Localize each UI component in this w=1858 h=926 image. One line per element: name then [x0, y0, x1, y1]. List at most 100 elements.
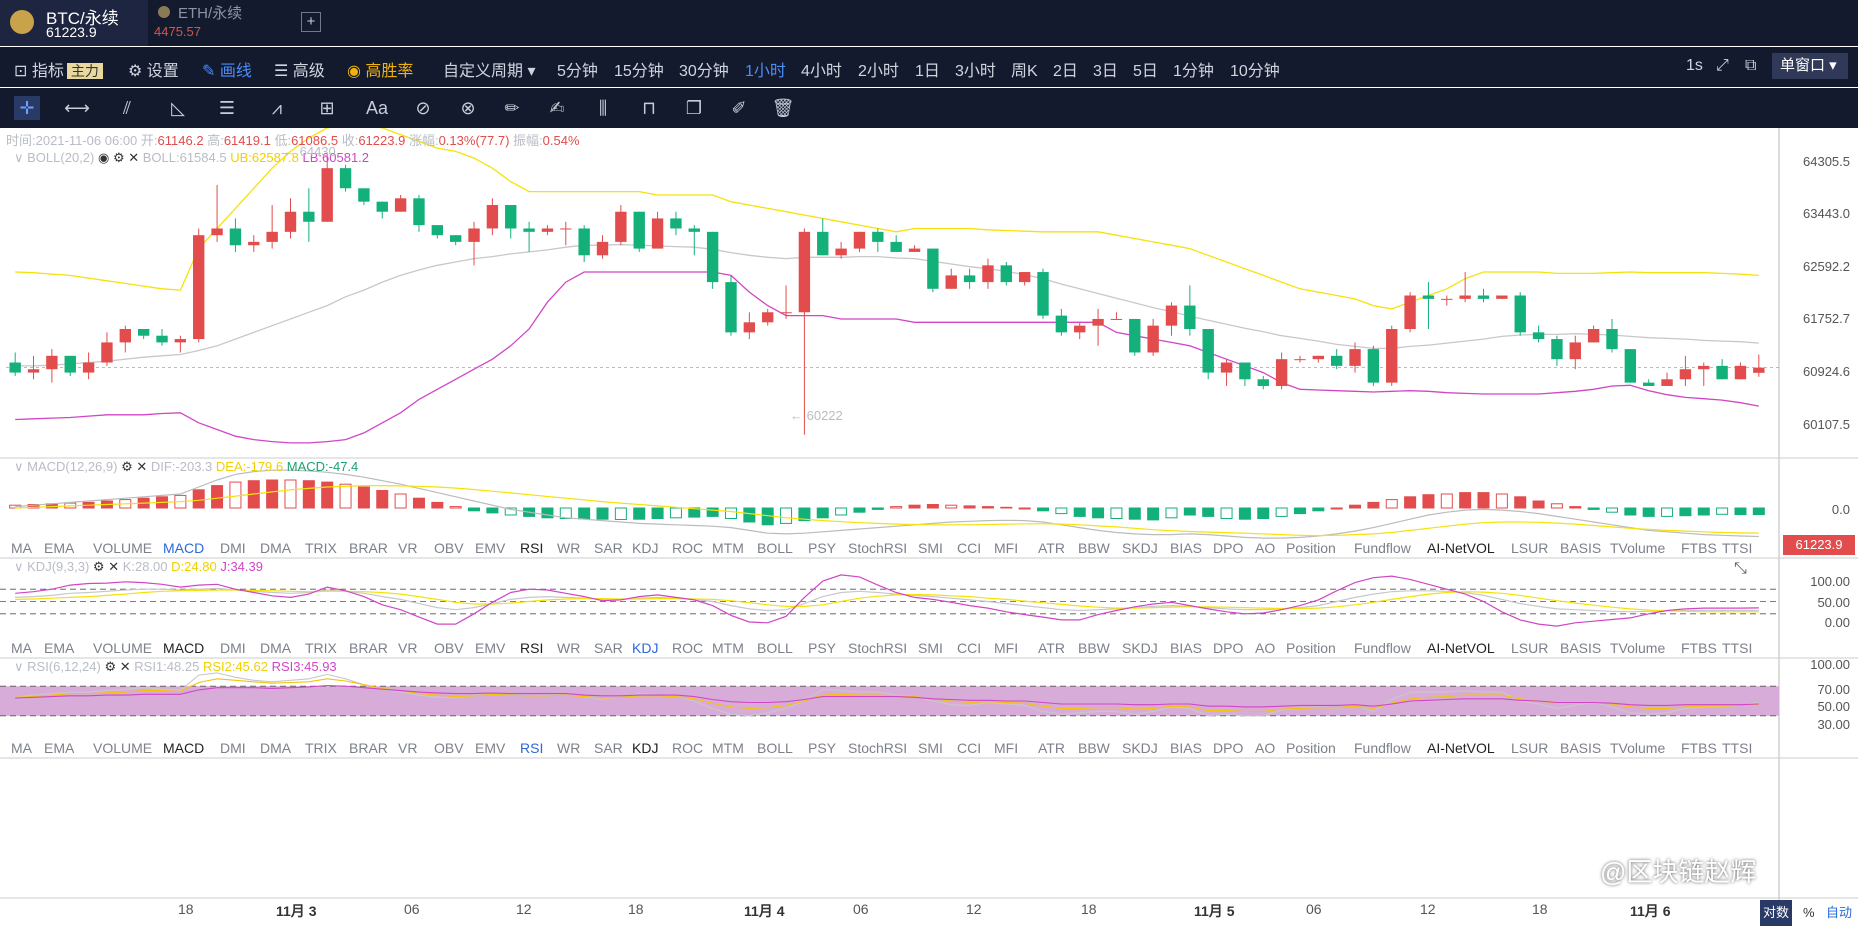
close-icon[interactable]: ✕ [128, 150, 143, 165]
period-15m[interactable]: 15分钟 [614, 63, 664, 80]
indicator-tab-basis[interactable]: BASIS [1560, 540, 1602, 556]
indicator-tab-stochrsi[interactable]: StochRSI [848, 740, 908, 756]
indicator-tab-ao[interactable]: AO [1255, 640, 1276, 656]
collapse-icon[interactable]: ∨ [14, 459, 28, 474]
indicator-tab-atr[interactable]: ATR [1038, 540, 1065, 556]
indicator-tab-trix[interactable]: TRIX [305, 540, 337, 556]
horizontal-line-icon[interactable]: ⟷ [64, 98, 90, 118]
indicator-tab-psy[interactable]: PSY [808, 740, 837, 756]
gear-icon[interactable]: ⚙ [112, 150, 129, 165]
indicator-tab-dma[interactable]: DMA [260, 640, 292, 656]
indicator-tab-bbw[interactable]: BBW [1078, 740, 1110, 756]
period-4h[interactable]: 4小时 [801, 63, 842, 80]
indicator-tab-mfi[interactable]: MFI [994, 640, 1019, 656]
candles-icon[interactable]: ⫼ [598, 98, 608, 118]
gear-icon[interactable]: ⚙ [92, 559, 109, 574]
indicator-tab-tvolume[interactable]: TVolume [1610, 640, 1666, 656]
indicator-tab-lsur[interactable]: LSUR [1511, 640, 1549, 656]
indicator-tab-dpo[interactable]: DPO [1213, 740, 1244, 756]
indicator-tab-skdj[interactable]: SKDJ [1122, 540, 1158, 556]
indicator-tab-basis[interactable]: BASIS [1560, 740, 1602, 756]
indicator-tab-kdj[interactable]: KDJ [632, 740, 659, 756]
fullscreen-icon[interactable]: ⤢ [1716, 57, 1729, 74]
copy-icon[interactable]: ❐ [685, 98, 703, 118]
indicator-tab-emv[interactable]: EMV [475, 540, 506, 556]
indicator-tab-bias[interactable]: BIAS [1170, 640, 1202, 656]
indicator-tab-smi[interactable]: SMI [918, 540, 943, 556]
custom-period-dropdown[interactable]: 自定义周期 ▾ [443, 63, 536, 80]
indicator-tab-cci[interactable]: CCI [957, 540, 982, 556]
indicator-tab-mtm[interactable]: MTM [712, 740, 744, 756]
indicator-tab-cci[interactable]: CCI [957, 640, 982, 656]
pen-icon[interactable]: ✍ [549, 98, 565, 118]
indicator-tab-fundflow[interactable]: Fundflow [1354, 740, 1411, 756]
refresh-interval[interactable]: 1s [1686, 57, 1703, 74]
indicator-tab-obv[interactable]: OBV [434, 640, 464, 656]
advanced-button[interactable]: ☰ 高级 [274, 63, 325, 80]
percent-scale-toggle[interactable]: % [1803, 905, 1815, 920]
indicator-tab-lsur[interactable]: LSUR [1511, 540, 1549, 556]
draw-button[interactable]: ✎ 画线 [202, 63, 252, 80]
indicator-tab-ema[interactable]: EMA [44, 540, 75, 556]
parallel-lines-icon[interactable]: ☰ [218, 98, 236, 118]
gear-icon[interactable]: ⚙ [121, 459, 137, 474]
close-icon[interactable]: ✕ [108, 559, 123, 574]
indicator-tab-cci[interactable]: CCI [957, 740, 982, 756]
indicator-tab-tvolume[interactable]: TVolume [1610, 740, 1666, 756]
auto-scale-toggle[interactable]: 自动 [1826, 905, 1853, 920]
indicator-tab-ftbs[interactable]: FTBS [1681, 740, 1717, 756]
period-10m[interactable]: 10分钟 [1230, 63, 1280, 80]
period-1d[interactable]: 1日 [915, 63, 940, 80]
indicator-tab-ao[interactable]: AO [1255, 540, 1276, 556]
period-3d[interactable]: 3日 [1093, 63, 1118, 80]
indicator-tab-rsi[interactable]: RSI [520, 740, 544, 756]
angle-icon[interactable]: ◺ [171, 98, 185, 118]
indicator-tab-ttsi[interactable]: TTSI [1722, 740, 1753, 756]
indicator-tab-vr[interactable]: VR [398, 740, 418, 756]
collapse-icon[interactable]: ∨ [14, 559, 28, 574]
indicator-tab-dpo[interactable]: DPO [1213, 640, 1244, 656]
indicator-tab-bbw[interactable]: BBW [1078, 540, 1110, 556]
indicator-tab-mfi[interactable]: MFI [994, 740, 1019, 756]
indicator-tab-position[interactable]: Position [1286, 640, 1336, 656]
indicator-tab-skdj[interactable]: SKDJ [1122, 740, 1158, 756]
indicator-tab-ai-netvol[interactable]: AI-NetVOL [1427, 540, 1495, 556]
indicator-tab-volume[interactable]: VOLUME [93, 740, 153, 756]
indicator-tab-stochrsi[interactable]: StochRSI [848, 540, 908, 556]
indicator-tab-obv[interactable]: OBV [434, 740, 464, 756]
settings-button[interactable]: ⚙ 设置 [128, 63, 179, 80]
indicator-tab-psy[interactable]: PSY [808, 640, 837, 656]
indicator-tab-obv[interactable]: OBV [434, 540, 464, 556]
period-5m[interactable]: 5分钟 [557, 63, 598, 80]
window-mode-dropdown[interactable]: 单窗口 ▾ [1772, 53, 1848, 79]
indicator-tab-emv[interactable]: EMV [475, 640, 506, 656]
indicator-tab-atr[interactable]: ATR [1038, 740, 1065, 756]
indicator-tab-dpo[interactable]: DPO [1213, 540, 1244, 556]
indicator-button[interactable]: ⊡ 指标 主力 [14, 57, 103, 81]
indicator-tab-ao[interactable]: AO [1255, 740, 1276, 756]
indicator-tab-macd[interactable]: MACD [163, 640, 205, 656]
indicator-tab-sar[interactable]: SAR [594, 640, 623, 656]
trash-icon[interactable]: 🗑 [771, 98, 795, 118]
brush-icon[interactable]: ⊘ [415, 98, 431, 118]
indicator-tab-vr[interactable]: VR [398, 640, 418, 656]
chart-canvas[interactable] [0, 128, 1858, 926]
edit-icon[interactable]: ✐ [731, 98, 747, 118]
indicator-tab-rsi[interactable]: RSI [520, 540, 544, 556]
indicator-tab-bias[interactable]: BIAS [1170, 740, 1202, 756]
indicator-tab-smi[interactable]: SMI [918, 640, 943, 656]
indicator-tab-emv[interactable]: EMV [475, 740, 506, 756]
indicator-tab-ma[interactable]: MA [11, 640, 32, 656]
gear-icon[interactable]: ⚙ [104, 659, 120, 674]
close-icon[interactable]: ✕ [119, 659, 135, 674]
indicator-tab-ai-netvol[interactable]: AI-NetVOL [1427, 640, 1495, 656]
expand-panel-icon[interactable]: ⤡ [1734, 560, 1747, 577]
ruler-icon[interactable]: ✏ [504, 98, 520, 118]
indicator-tab-atr[interactable]: ATR [1038, 640, 1065, 656]
indicator-tab-position[interactable]: Position [1286, 540, 1336, 556]
indicator-tab-dma[interactable]: DMA [260, 740, 292, 756]
indicator-tab-vr[interactable]: VR [398, 540, 418, 556]
indicator-tab-fundflow[interactable]: Fundflow [1354, 540, 1411, 556]
indicator-tab-position[interactable]: Position [1286, 740, 1336, 756]
indicator-tab-macd[interactable]: MACD [163, 740, 205, 756]
